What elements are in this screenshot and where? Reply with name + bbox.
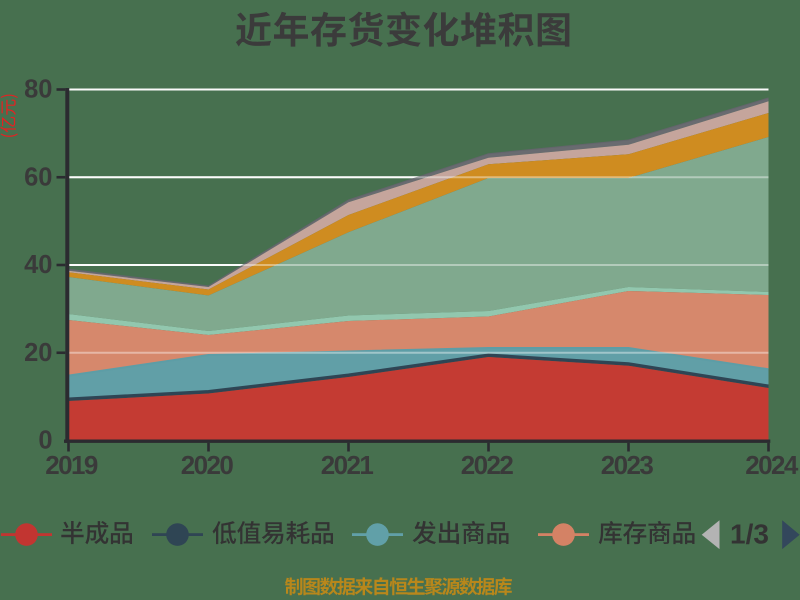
svg-text:2022: 2022 — [461, 450, 514, 480]
svg-text:2020: 2020 — [181, 450, 234, 480]
svg-text:2024: 2024 — [745, 450, 799, 480]
svg-text:2021: 2021 — [321, 450, 374, 480]
svg-text:80: 80 — [24, 76, 52, 104]
svg-text:2023: 2023 — [601, 450, 654, 480]
svg-text:1/3: 1/3 — [730, 519, 769, 550]
svg-text:60: 60 — [24, 163, 52, 191]
svg-text:2019: 2019 — [45, 450, 98, 480]
svg-text:40: 40 — [24, 251, 52, 279]
svg-text:20: 20 — [24, 339, 52, 367]
svg-text:0: 0 — [38, 427, 52, 455]
